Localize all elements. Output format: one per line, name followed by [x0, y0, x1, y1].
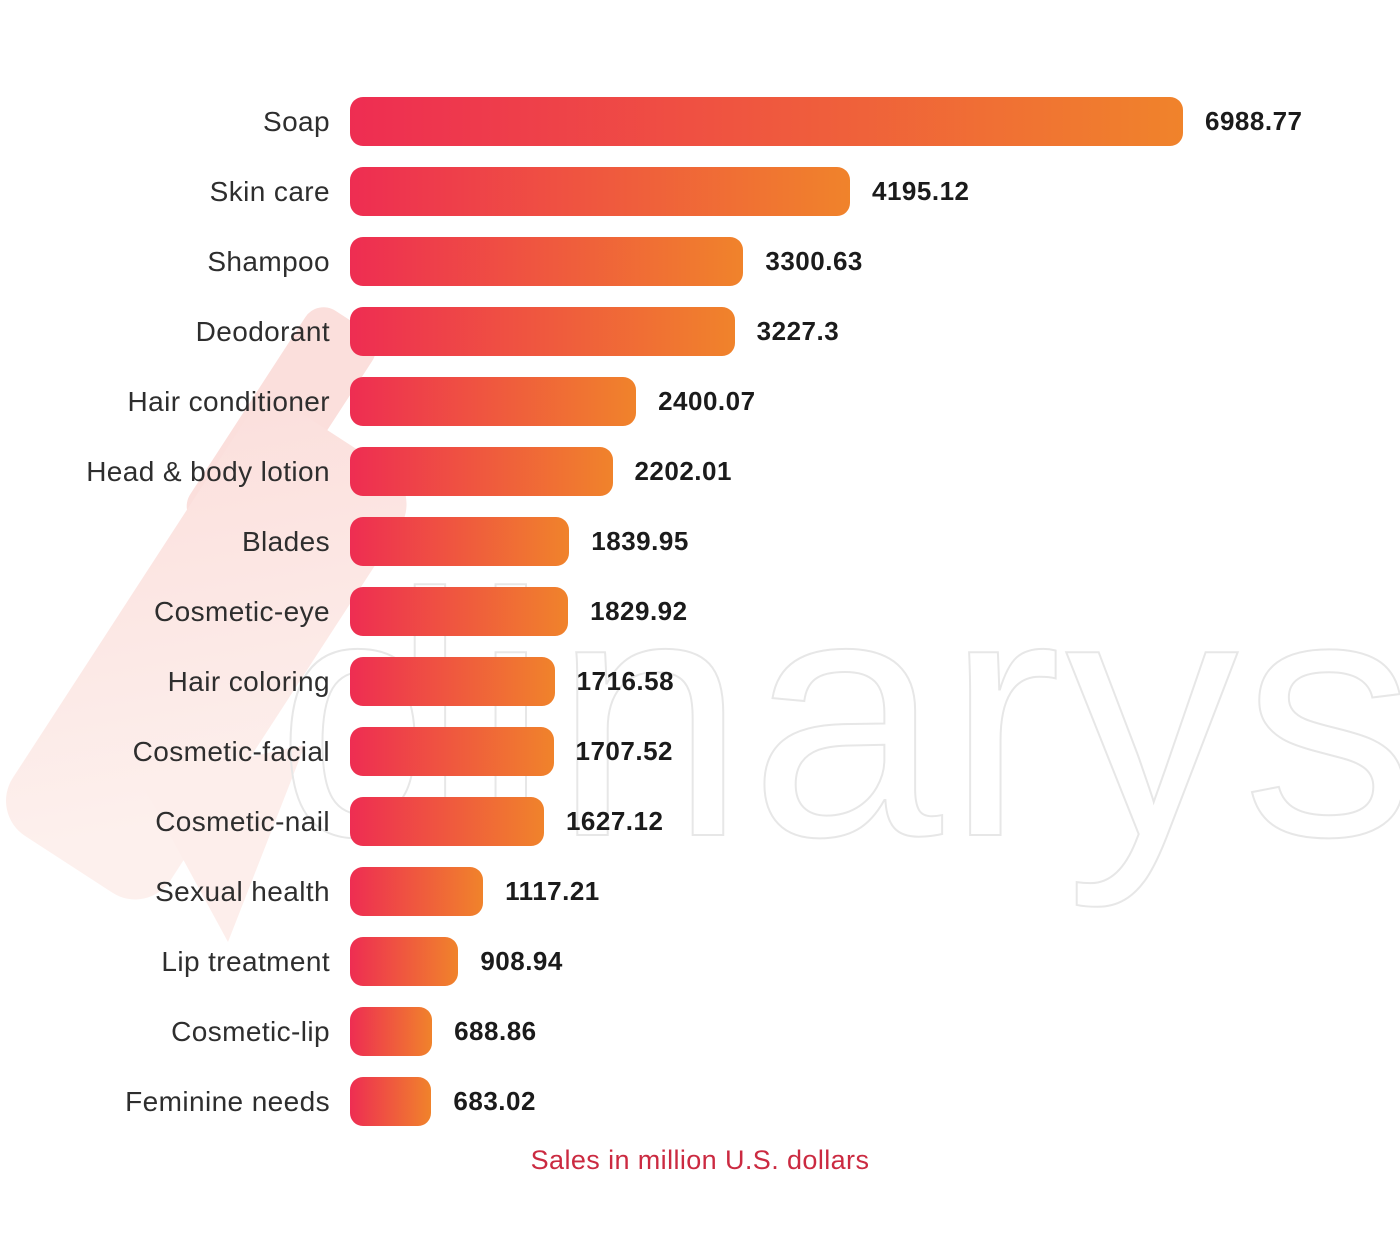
category-label: Shampoo [207, 246, 330, 277]
value-label: 683.02 [453, 1086, 536, 1116]
bar-row: Deodorant 3227.3 [0, 307, 1400, 356]
bar [350, 447, 613, 496]
value-label: 1829.92 [590, 596, 688, 626]
value-label: 908.94 [480, 946, 563, 976]
value-label: 4195.12 [872, 176, 970, 206]
logo-body-icon [6, 405, 407, 900]
bar [350, 237, 744, 286]
value-label: 3227.3 [756, 316, 840, 346]
category-label: Cosmetic-eye [154, 596, 330, 627]
bar-row: Head & body lotion 2202.01 [0, 447, 1400, 496]
bar [350, 587, 569, 636]
bar-row: Shampoo 3300.63 [0, 237, 1400, 286]
category-label: Lip treatment [161, 946, 330, 977]
bar-row: Cosmetic-facial 1707.52 [0, 727, 1400, 776]
value-label: 1627.12 [565, 806, 664, 836]
category-label: Blades [241, 526, 330, 557]
value-label: 3300.63 [765, 246, 863, 276]
bar-row: Cosmetic-eye 1829.92 [0, 587, 1400, 636]
value-label: 1716.58 [576, 666, 675, 696]
category-label: Cosmetic-facial [132, 736, 330, 767]
logo-shape-group [6, 307, 407, 942]
category-label: Deodorant [195, 316, 330, 347]
category-label: Hair conditioner [127, 386, 330, 417]
bar-row: Hair conditioner 2400.07 [0, 377, 1400, 426]
bar [350, 307, 735, 356]
category-label: Soap [263, 106, 330, 137]
bar [350, 377, 637, 426]
bar-row: Blades 1839.95 [0, 517, 1400, 566]
bar-row: Cosmetic-lip 688.86 [0, 1007, 1400, 1056]
value-label: 688.86 [454, 1016, 537, 1046]
bar [350, 797, 544, 846]
value-label: 6988.77 [1205, 106, 1303, 136]
category-label: Feminine needs [125, 1086, 330, 1117]
bar [350, 937, 459, 986]
chart-area: Soap 6988.77 Skin care 4195.12 Shampoo 3300.6… [0, 97, 1400, 1147]
bar-row: Sexual health 1117.21 [0, 867, 1400, 916]
bar [350, 1007, 433, 1056]
bar-row: Lip treatment 908.94 [0, 937, 1400, 986]
bar [350, 867, 484, 916]
value-label: 1117.21 [505, 876, 600, 906]
category-label: Head & body lotion [86, 456, 330, 487]
bar [350, 97, 1183, 146]
bar [350, 167, 850, 216]
value-label: 2400.07 [658, 386, 756, 416]
bar-row: Cosmetic-nail 1627.12 [0, 797, 1400, 846]
logo-tail-icon [140, 745, 305, 942]
value-label: 2202.01 [634, 456, 732, 486]
category-label: Cosmetic-lip [171, 1016, 330, 1047]
bar-row: Skin care 4195.12 [0, 167, 1400, 216]
bar [350, 727, 554, 776]
category-label: Sexual health [155, 876, 330, 907]
category-label: Skin care [209, 176, 330, 207]
value-label: 1707.52 [575, 736, 673, 766]
bar-row: Feminine needs 683.02 [0, 1077, 1400, 1126]
bar-row: Hair coloring 1716.58 [0, 657, 1400, 706]
value-label: 1839.95 [591, 526, 689, 556]
chart-caption: Sales in million U.S. dollars [530, 1145, 870, 1175]
bar-row: Soap 6988.77 [0, 97, 1400, 146]
bar [350, 657, 555, 706]
bar [350, 1077, 432, 1126]
bar [350, 517, 570, 566]
category-label: Cosmetic-nail [155, 806, 330, 837]
category-label: Hair coloring [167, 666, 330, 697]
